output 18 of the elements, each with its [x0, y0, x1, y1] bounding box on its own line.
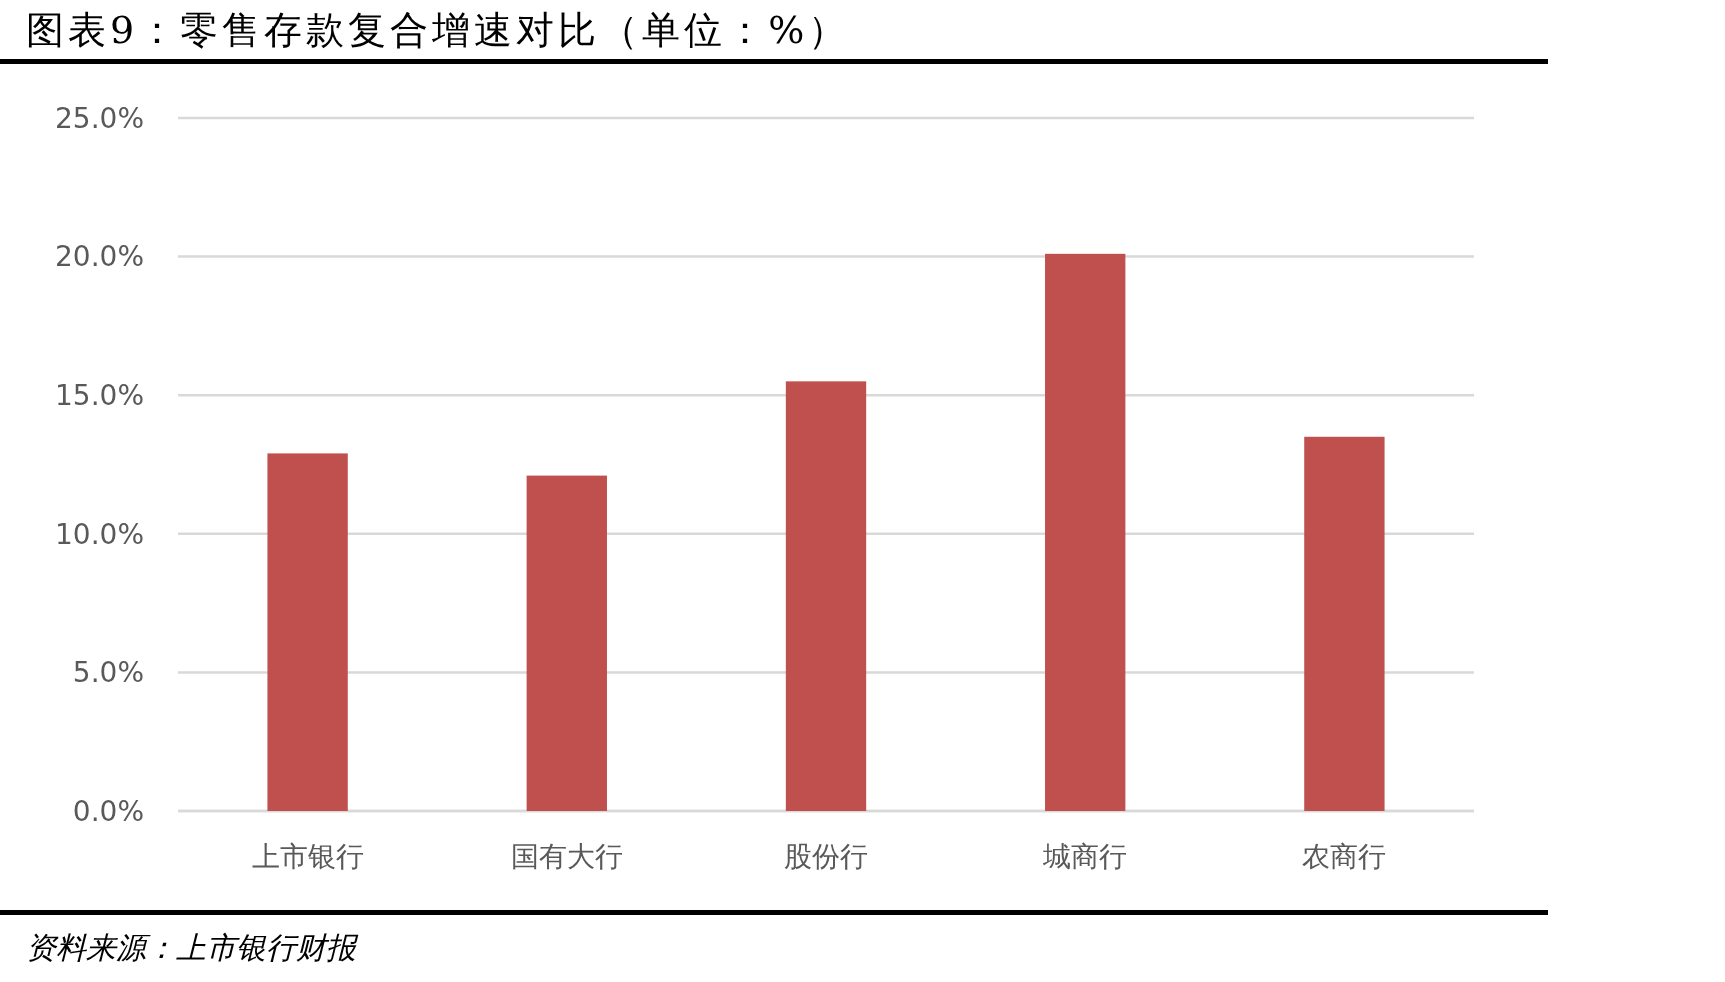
chart-title: 图表9：零售存款复合增速对比（单位：%） [26, 8, 851, 52]
x-tick-label: 国有大行 [510, 839, 623, 873]
x-tick-label: 股份行 [784, 839, 868, 873]
x-tick-label: 上市银行 [251, 839, 364, 873]
y-tick-label: 5.0% [72, 656, 144, 690]
y-tick-label: 0.0% [72, 794, 144, 828]
x-tick-label: 城商行 [1042, 839, 1128, 873]
bar [1304, 436, 1385, 811]
y-tick-label: 25.0% [55, 101, 144, 135]
bar [1045, 253, 1126, 811]
text: 资料来源：上市银行财报 [26, 930, 359, 965]
bar [785, 381, 867, 811]
y-tick-label: 20.0% [55, 240, 144, 274]
x-tick-label: 农商行 [1302, 839, 1387, 873]
bar [526, 475, 607, 811]
bar [267, 453, 348, 811]
y-tick-label: 10.0% [55, 517, 144, 551]
y-tick-label: 15.0% [55, 379, 144, 412]
